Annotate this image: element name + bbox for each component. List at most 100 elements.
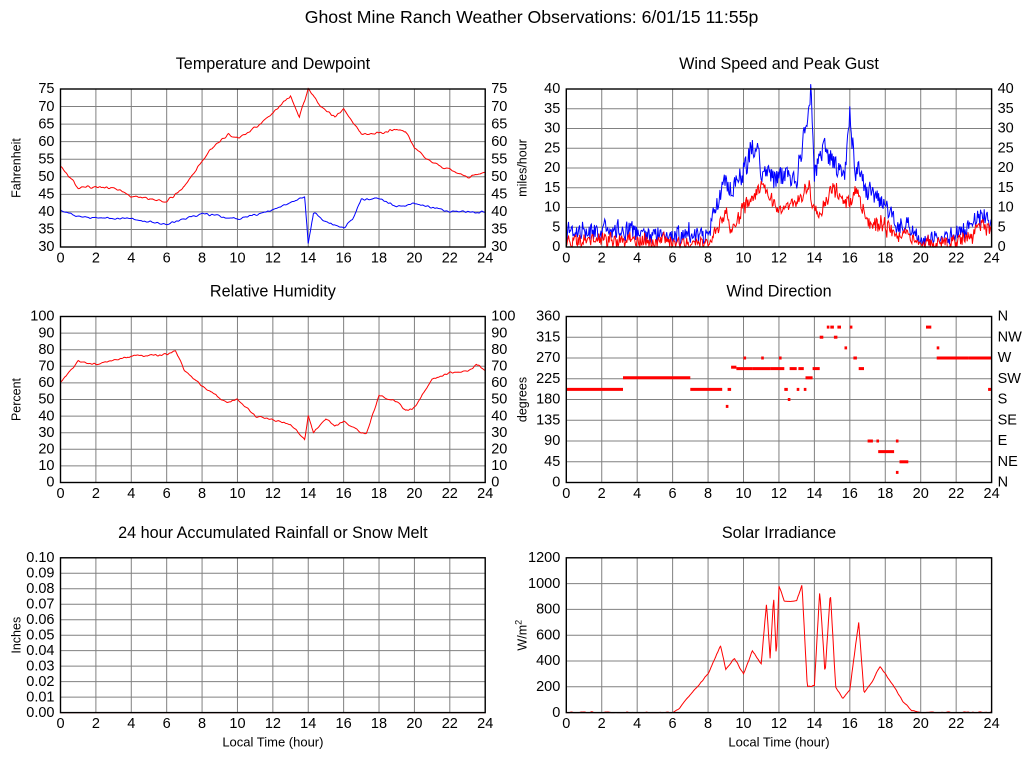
svg-text:22: 22: [442, 716, 458, 732]
svg-text:10: 10: [735, 716, 751, 732]
svg-text:18: 18: [371, 251, 387, 267]
svg-text:Percent: Percent: [10, 377, 24, 421]
svg-text:14: 14: [300, 486, 316, 502]
svg-text:50: 50: [491, 392, 507, 408]
svg-text:60: 60: [491, 375, 507, 391]
svg-text:55: 55: [491, 151, 507, 167]
svg-text:18: 18: [877, 486, 893, 502]
svg-text:10: 10: [544, 200, 560, 216]
svg-text:10: 10: [735, 251, 751, 267]
svg-text:15: 15: [998, 180, 1014, 196]
svg-text:0: 0: [562, 251, 570, 267]
svg-text:Local Time (hour): Local Time (hour): [222, 735, 323, 750]
svg-text:180: 180: [536, 392, 560, 408]
svg-text:14: 14: [300, 251, 316, 267]
svg-text:0.09: 0.09: [26, 566, 54, 582]
svg-text:8: 8: [198, 716, 206, 732]
svg-text:360: 360: [536, 309, 560, 325]
svg-text:4: 4: [633, 486, 641, 502]
svg-text:22: 22: [948, 251, 964, 267]
svg-text:4: 4: [127, 716, 135, 732]
svg-text:35: 35: [998, 101, 1014, 117]
svg-text:60: 60: [491, 134, 507, 150]
svg-text:10: 10: [491, 458, 507, 474]
svg-text:200: 200: [536, 679, 560, 695]
svg-text:45: 45: [544, 454, 560, 470]
svg-text:SW: SW: [998, 371, 1022, 387]
svg-text:12: 12: [771, 716, 787, 732]
svg-text:24 hour Accumulated Rainfall o: 24 hour Accumulated Rainfall or Snow Mel…: [118, 524, 428, 542]
svg-text:90: 90: [544, 433, 560, 449]
svg-text:24: 24: [984, 716, 1000, 732]
svg-text:50: 50: [38, 392, 54, 408]
svg-text:70: 70: [38, 359, 54, 375]
svg-text:0: 0: [552, 239, 560, 255]
svg-text:35: 35: [38, 222, 54, 238]
svg-text:6: 6: [163, 716, 171, 732]
svg-text:10: 10: [735, 486, 751, 502]
svg-text:0: 0: [562, 716, 570, 732]
svg-text:8: 8: [704, 486, 712, 502]
svg-text:S: S: [998, 392, 1008, 408]
svg-text:18: 18: [371, 716, 387, 732]
svg-text:80: 80: [491, 342, 507, 358]
svg-text:12: 12: [265, 486, 281, 502]
svg-text:0.08: 0.08: [26, 581, 54, 597]
svg-text:800: 800: [536, 602, 560, 618]
svg-text:10: 10: [229, 251, 245, 267]
svg-text:30: 30: [38, 239, 54, 255]
svg-text:14: 14: [806, 486, 822, 502]
svg-text:25: 25: [544, 140, 560, 156]
svg-text:0.07: 0.07: [26, 596, 54, 612]
svg-text:225: 225: [536, 371, 560, 387]
svg-text:16: 16: [842, 716, 858, 732]
svg-text:100: 100: [30, 309, 54, 325]
svg-text:0: 0: [56, 251, 64, 267]
svg-text:6: 6: [669, 716, 677, 732]
svg-text:2: 2: [92, 716, 100, 732]
svg-text:22: 22: [442, 251, 458, 267]
svg-text:Inches: Inches: [10, 617, 24, 654]
svg-text:14: 14: [300, 716, 316, 732]
svg-text:135: 135: [536, 412, 560, 428]
svg-text:12: 12: [771, 251, 787, 267]
svg-text:0: 0: [998, 239, 1006, 255]
svg-text:10: 10: [38, 458, 54, 474]
svg-text:22: 22: [948, 716, 964, 732]
svg-text:8: 8: [198, 251, 206, 267]
svg-text:0.05: 0.05: [26, 627, 54, 643]
svg-text:20: 20: [998, 160, 1014, 176]
svg-text:100: 100: [491, 309, 515, 325]
svg-text:50: 50: [491, 169, 507, 185]
svg-text:10: 10: [229, 716, 245, 732]
svg-text:Local Time (hour): Local Time (hour): [728, 735, 829, 750]
svg-text:90: 90: [38, 325, 54, 341]
svg-text:0: 0: [552, 705, 560, 721]
svg-text:2: 2: [92, 251, 100, 267]
svg-text:25: 25: [998, 140, 1014, 156]
svg-text:0: 0: [56, 486, 64, 502]
svg-text:2: 2: [598, 486, 606, 502]
svg-text:55: 55: [38, 151, 54, 167]
svg-text:400: 400: [536, 653, 560, 669]
svg-text:Temperature and Dewpoint: Temperature and Dewpoint: [176, 55, 371, 73]
svg-text:Wind Direction: Wind Direction: [726, 283, 831, 301]
svg-text:80: 80: [38, 342, 54, 358]
svg-text:70: 70: [491, 359, 507, 375]
svg-text:18: 18: [877, 716, 893, 732]
svg-text:0: 0: [46, 475, 54, 491]
svg-text:NE: NE: [998, 454, 1018, 470]
svg-text:70: 70: [38, 99, 54, 115]
svg-text:18: 18: [371, 486, 387, 502]
svg-text:600: 600: [536, 627, 560, 643]
svg-text:65: 65: [38, 116, 54, 132]
svg-text:0.04: 0.04: [26, 643, 54, 659]
svg-text:70: 70: [491, 99, 507, 115]
svg-text:75: 75: [491, 81, 507, 97]
svg-text:4: 4: [633, 251, 641, 267]
svg-text:2: 2: [92, 486, 100, 502]
svg-text:30: 30: [544, 121, 560, 137]
svg-text:20: 20: [491, 442, 507, 458]
svg-text:24: 24: [477, 716, 493, 732]
svg-text:12: 12: [265, 251, 281, 267]
